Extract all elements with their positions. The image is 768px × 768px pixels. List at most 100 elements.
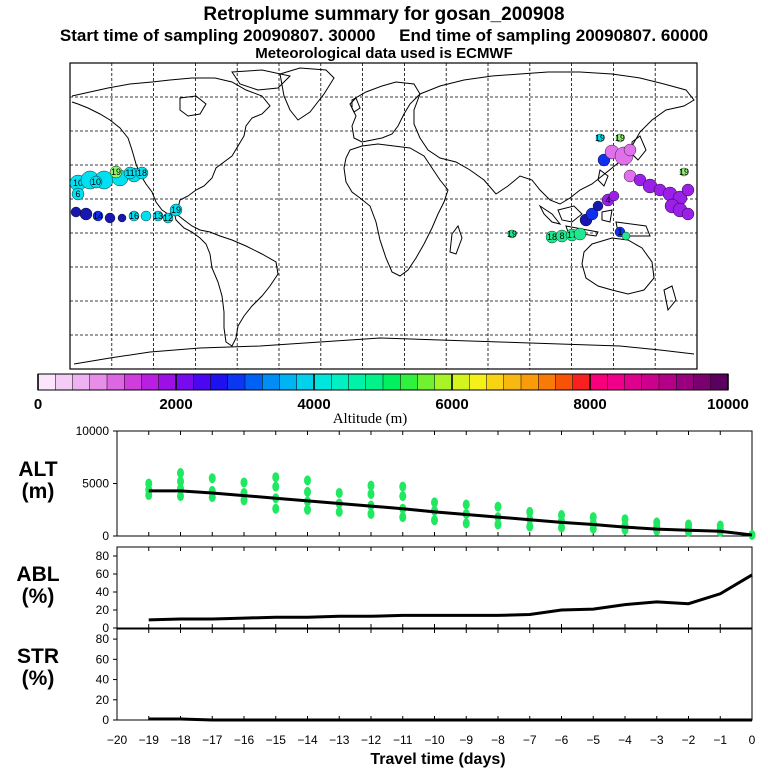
plume-marker [70, 206, 82, 218]
scatter-point [716, 520, 724, 531]
plume-marker [595, 133, 605, 143]
altitude-colorbar: 0 2000 4000 6000 8000 10000 [34, 373, 749, 413]
plume-marker [621, 231, 631, 241]
colorbar-swatch [331, 374, 349, 390]
plume-label: 8 [559, 231, 564, 241]
colorbar-swatch [659, 374, 677, 390]
plume-marker [615, 133, 625, 143]
series-line [148, 573, 753, 622]
scatter-point [685, 519, 692, 530]
colorbar-swatch [538, 374, 556, 390]
colorbar-swatch [452, 374, 470, 390]
sampling-times: Start time of sampling 20090807. 30000 E… [0, 26, 768, 46]
x-tick-label: −8 [491, 733, 505, 747]
colorbar-swatch [314, 374, 332, 390]
plume-marker [152, 210, 164, 222]
panel-alt: ALT(m) 10000 5000 0 [18, 424, 756, 543]
colorbar-swatch [365, 374, 384, 390]
x-tick-label: −14 [297, 733, 318, 747]
scatter-point [367, 508, 375, 519]
colorbar-tick-label: 8000 [573, 396, 606, 413]
scatter-point [240, 495, 248, 506]
plume-marker [623, 143, 637, 157]
plume-marker [71, 187, 85, 201]
plume-label: 10 [91, 177, 101, 187]
colorbar-swatch [89, 374, 108, 390]
colorbar-swatch [262, 374, 280, 390]
x-tick-label: −10 [424, 733, 445, 747]
x-axis-label: Travel time (days) [370, 751, 505, 768]
plume-label: 19 [171, 205, 181, 215]
scatter-point [208, 473, 216, 484]
plume-label: 6 [75, 189, 80, 199]
colorbar-tick-label: 10000 [707, 396, 749, 413]
plume-label: 16 [129, 211, 139, 221]
plume-marker [679, 167, 689, 177]
plume-label: 19 [679, 167, 689, 177]
panel-abl: ABL(%) 80 60 40 20 0 [16, 546, 753, 635]
scatter-point [462, 518, 470, 529]
y-tick-label: 0 [102, 529, 109, 543]
scatter-point [304, 486, 311, 497]
coastlines [71, 67, 695, 365]
colorbar-tick-label: 0 [34, 396, 42, 413]
colorbar-tick-label: 6000 [435, 396, 468, 413]
plume-marker [109, 165, 123, 179]
scatter-point [272, 503, 280, 514]
panel-ylabel: ABL [16, 563, 59, 586]
plume-marker [79, 207, 93, 221]
panel-yunit: (%) [22, 585, 55, 608]
scatter-point [145, 478, 153, 489]
colorbar-swatch [469, 374, 487, 390]
x-tick-label: −9 [459, 733, 473, 747]
plume-marker [117, 213, 127, 223]
x-tick-label: −18 [170, 733, 191, 747]
plume-marker [585, 207, 599, 221]
y-tick-label: 40 [96, 673, 110, 687]
colorbar-swatch [227, 374, 246, 390]
scatter-point [621, 514, 629, 525]
x-tick-label: −17 [202, 733, 223, 747]
colorbar-swatch [55, 374, 73, 390]
colorbar-tick-label: 4000 [297, 396, 330, 413]
scatter-point [526, 506, 534, 517]
plume-marker [89, 175, 103, 189]
plume-label: 18 [547, 232, 557, 242]
scatter-point [177, 468, 184, 478]
colorbar-swatch [400, 374, 418, 390]
x-tick-label: 0 [749, 733, 756, 747]
panel-ylabel: ALT [18, 458, 57, 481]
time-series-panels: ALT(m)1000050000ABL(%)806040200STR(%)806… [16, 424, 755, 747]
plume-marker [104, 212, 116, 224]
plume-marker [592, 200, 604, 212]
plume-marker [608, 190, 620, 202]
y-tick-label: 5000 [82, 477, 109, 491]
colorbar-swatch [417, 374, 436, 390]
x-tick-label: −6 [555, 733, 569, 747]
panel-yunit: (m) [22, 480, 55, 503]
plume-label: 12 [163, 213, 173, 223]
y-tick-label: 10000 [76, 424, 110, 438]
colorbar-swatch [710, 374, 729, 390]
scatter-point [399, 481, 407, 492]
colorbar-swatch [210, 374, 229, 390]
colorbar-swatch [555, 374, 574, 390]
colorbar-swatch [38, 374, 56, 390]
scatter-point [335, 506, 343, 517]
colorbar-swatch [296, 374, 315, 390]
scatter-point [494, 501, 502, 512]
scatter-point [431, 497, 438, 508]
colorbar-swatch [348, 374, 367, 390]
panel-frame [116, 628, 753, 721]
plume-marker [92, 210, 104, 222]
scatter-point [399, 491, 407, 502]
plume-marker [140, 210, 152, 222]
scatter-point [462, 499, 470, 510]
x-tick-label: −2 [682, 733, 696, 747]
x-tick-label: −12 [361, 733, 382, 747]
plume-marker [507, 229, 517, 239]
plume-marker [135, 166, 149, 180]
plume-label: 19 [595, 133, 605, 143]
x-tick-label: −3 [650, 733, 664, 747]
